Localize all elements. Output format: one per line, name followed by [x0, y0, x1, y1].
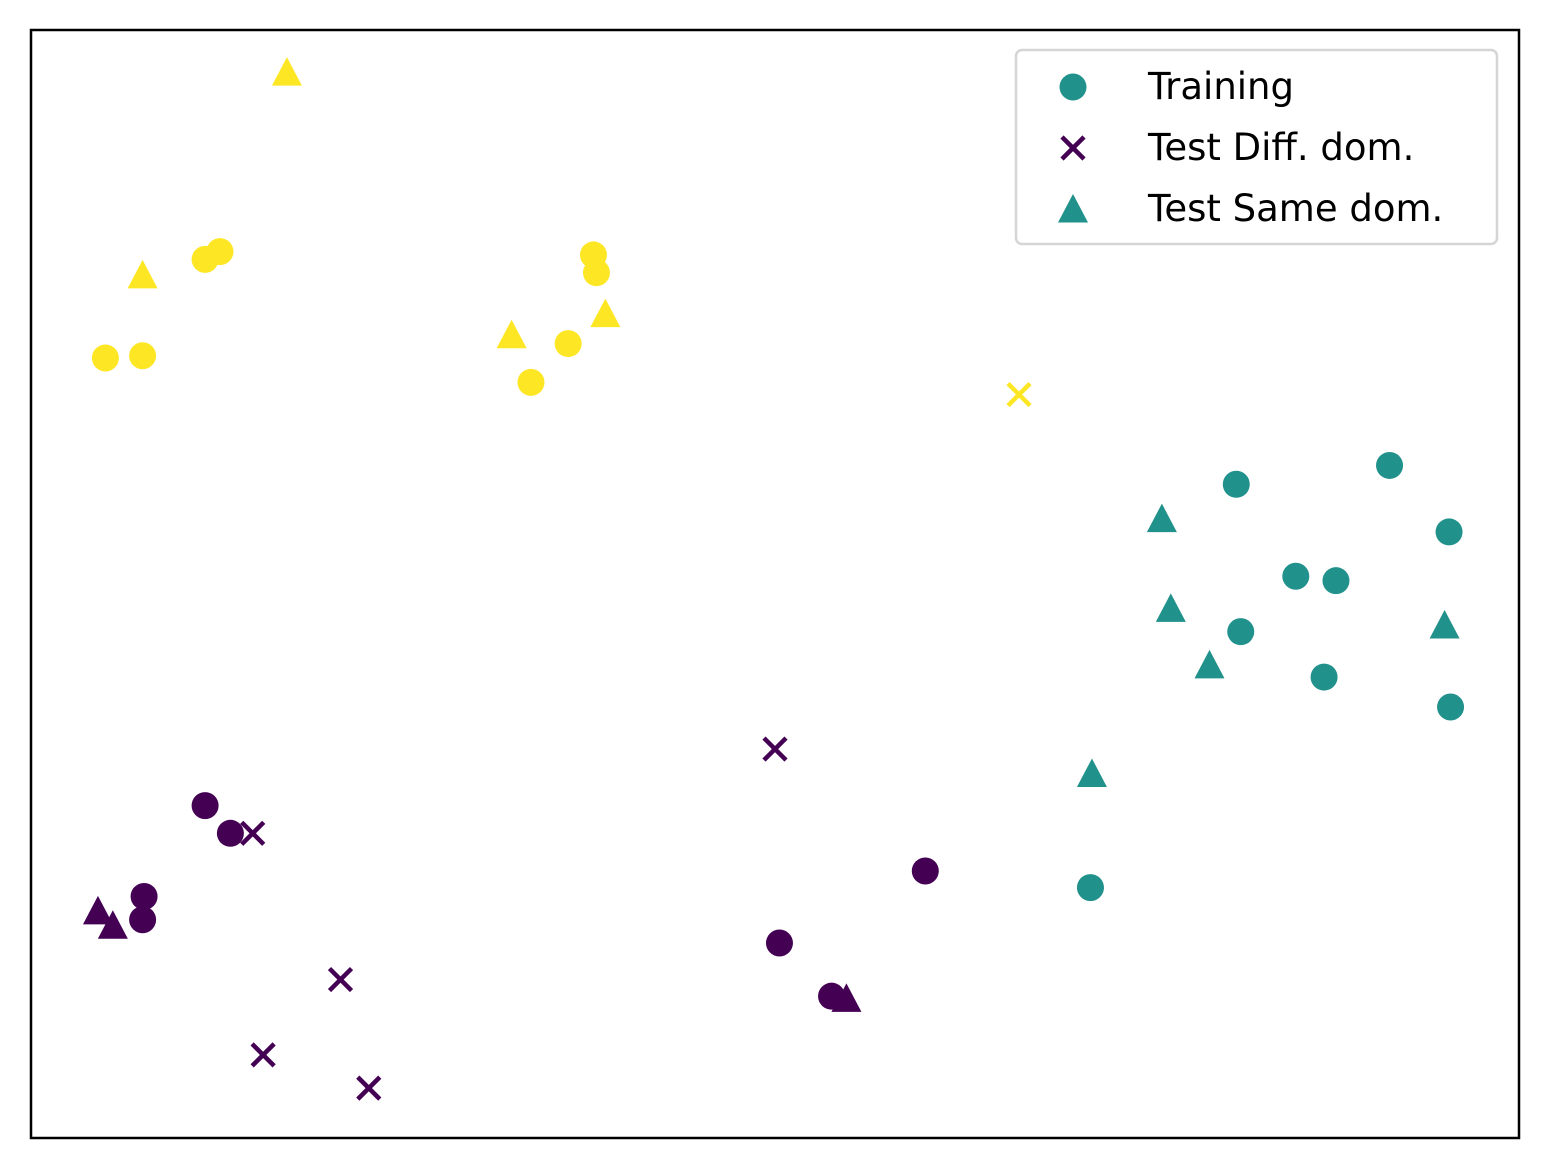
plot-area-frame: [29, 28, 1521, 1140]
test-same-dom-point: [1155, 593, 1186, 622]
test-same-dom-point: [1429, 609, 1460, 639]
test-same-dom-point: [127, 259, 158, 289]
legend-symbol-x: [1060, 135, 1086, 161]
legend-symbol-triangle: [1058, 194, 1088, 223]
legend-marker-triangle: [1058, 194, 1088, 223]
legend-label-training: Training: [1147, 65, 1294, 108]
training-point: [191, 792, 219, 820]
training-point: [517, 368, 545, 396]
legend-box: [1014, 48, 1499, 246]
test-same-dom-point: [271, 57, 302, 86]
training-point: [765, 929, 793, 957]
training-point: [1376, 451, 1404, 479]
test-same-dom-point: [1146, 503, 1177, 533]
test-same-dom-point: [831, 983, 862, 1012]
test-same-dom-point: [590, 298, 621, 328]
training-point: [129, 906, 157, 934]
legend-label-test-diff-dom: Test Diff. dom.: [1147, 126, 1414, 169]
test-diff-dom-point: [327, 966, 354, 993]
test-same-dom-point: [496, 319, 527, 349]
legend-marker-x: [1060, 135, 1086, 161]
training-point: [129, 342, 157, 370]
training-point: [1310, 663, 1338, 691]
training-point: [130, 882, 158, 910]
training-point: [582, 259, 610, 287]
test-diff-dom-point: [240, 820, 266, 846]
test-diff-dom-point: [1006, 381, 1032, 408]
training-point: [554, 330, 582, 358]
data-points: [82, 57, 1465, 1101]
legend: Training Test Diff. dom. Test Same dom.: [1014, 48, 1499, 246]
legend-label-test-same-dom: Test Same dom.: [1147, 187, 1443, 230]
legend-entry-test-diff-dom: Test Diff. dom.: [1060, 126, 1414, 169]
training-point: [911, 857, 939, 885]
training-point: [206, 238, 234, 266]
test-same-dom-point: [1076, 758, 1107, 787]
training-point: [1227, 618, 1255, 646]
test-diff-dom-point: [356, 1075, 382, 1101]
training-point: [1435, 518, 1463, 546]
training-point: [1282, 562, 1310, 590]
test-same-dom-point: [1194, 649, 1225, 679]
test-same-dom-point: [97, 910, 128, 939]
legend-entry-test-same-dom: Test Same dom.: [1058, 187, 1443, 230]
training-point: [1437, 693, 1465, 721]
test-diff-dom-point: [762, 736, 788, 762]
legend-entry-training: Training: [1059, 65, 1294, 108]
training-point: [216, 819, 244, 847]
test-diff-dom-point: [250, 1042, 276, 1068]
training-point: [1076, 874, 1104, 902]
legend-symbol-circle: [1059, 73, 1087, 101]
training-point: [91, 344, 119, 372]
test-same-dom-point: [82, 895, 113, 925]
training-point: [1322, 567, 1350, 595]
legend-marker-circle: [1059, 73, 1087, 101]
training-point: [1222, 470, 1250, 498]
